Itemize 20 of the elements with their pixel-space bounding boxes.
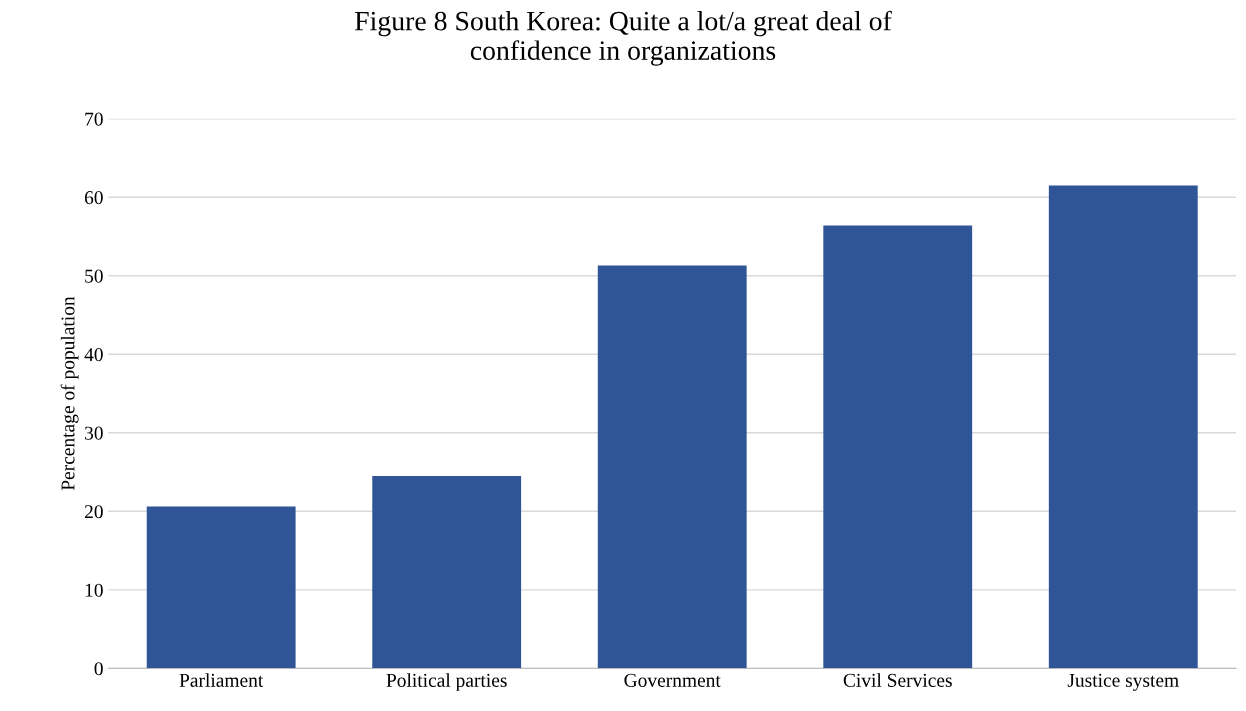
x-tick-label: Justice system [1067, 673, 1179, 691]
chart-title: Figure 8 South Korea: Quite a lot/a great deal of confidence in organizations [354, 10, 892, 66]
x-tick-label: Civil Services [843, 673, 952, 687]
y-tick-label: 70 [85, 112, 103, 126]
bar [597, 265, 747, 669]
y-tick-label: 20 [84, 505, 103, 519]
y-tick-label: 40 [84, 348, 103, 362]
y-axis-title: Percentage of population [60, 296, 79, 491]
bar [823, 225, 973, 669]
x-tick-label: Parliament [179, 673, 264, 687]
y-tick-label: 60 [84, 191, 103, 205]
bar [372, 475, 522, 669]
x-tick-label: Political parties [386, 673, 507, 691]
y-tick-label: 0 [94, 662, 103, 676]
y-tick-label: 50 [85, 269, 103, 283]
y-tick-label: 30 [85, 426, 103, 440]
bar [1048, 185, 1198, 669]
y-tick-label: 10 [85, 583, 103, 597]
x-tick-label: Government [624, 673, 721, 687]
bar [146, 506, 296, 669]
